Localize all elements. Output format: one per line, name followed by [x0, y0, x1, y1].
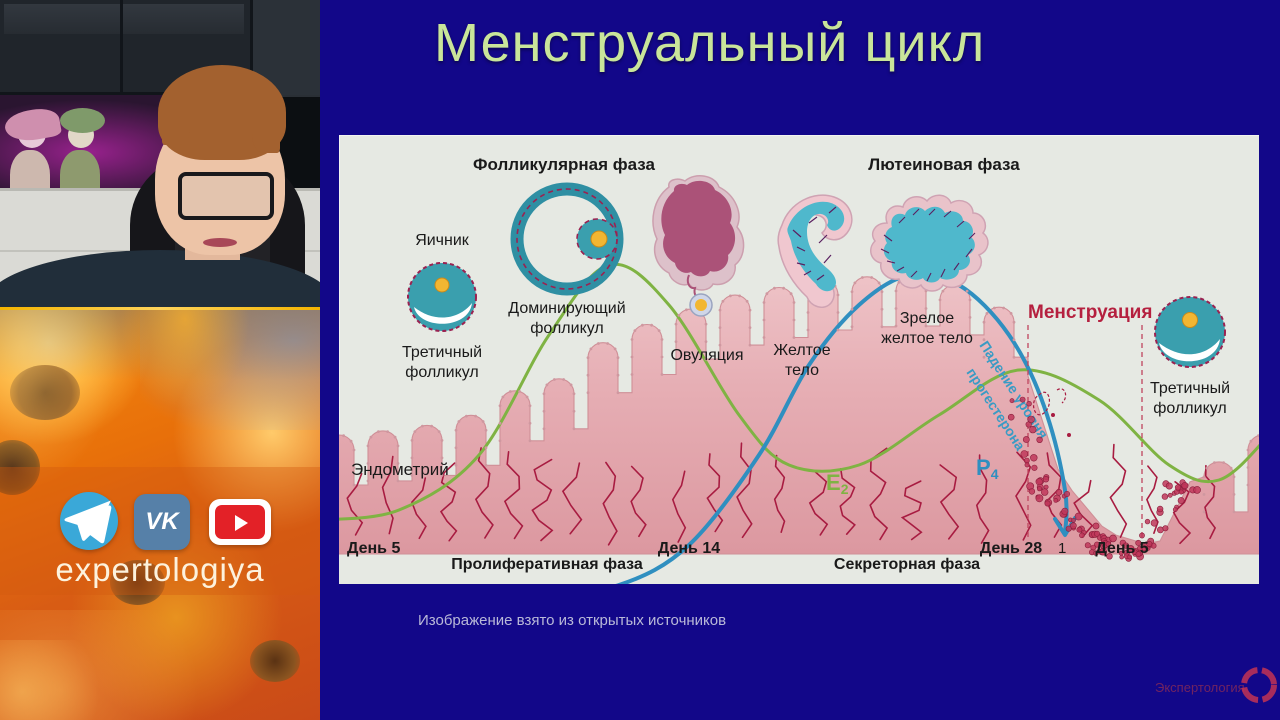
- svg-text:Экспертология: Экспертология: [1155, 680, 1245, 695]
- svg-text:День 14: День 14: [658, 540, 720, 557]
- svg-text:Третичный: Третичный: [1150, 380, 1230, 397]
- svg-text:Фолликулярная фаза: Фолликулярная фаза: [473, 155, 655, 174]
- svg-text:Овуляция: Овуляция: [670, 347, 743, 364]
- svg-text:фолликул: фолликул: [405, 364, 478, 381]
- svg-text:День 5: День 5: [347, 540, 400, 557]
- svg-text:желтое тело: желтое тело: [881, 330, 973, 347]
- svg-text:Яичник: Яичник: [415, 232, 470, 249]
- svg-text:1: 1: [1058, 540, 1066, 557]
- svg-text:Желтое: Желтое: [773, 342, 830, 359]
- svg-text:Секреторная фаза: Секреторная фаза: [834, 556, 980, 573]
- svg-text:День 5: День 5: [1095, 540, 1148, 557]
- svg-text:Лютеиновая фаза: Лютеиновая фаза: [868, 155, 1020, 174]
- svg-text:Пролиферативная фаза: Пролиферативная фаза: [451, 556, 643, 573]
- svg-text:День 28: День 28: [980, 540, 1042, 557]
- svg-text:фолликул: фолликул: [1153, 400, 1226, 417]
- svg-text:Зрелое: Зрелое: [900, 310, 954, 327]
- svg-text:Доминирующий: Доминирующий: [508, 300, 625, 317]
- svg-text:Менструация: Менструация: [1028, 302, 1152, 323]
- svg-text:Эндометрий: Эндометрий: [351, 460, 449, 479]
- svg-text:фолликул: фолликул: [530, 320, 603, 337]
- svg-text:тело: тело: [785, 362, 819, 379]
- svg-text:Третичный: Третичный: [402, 344, 482, 361]
